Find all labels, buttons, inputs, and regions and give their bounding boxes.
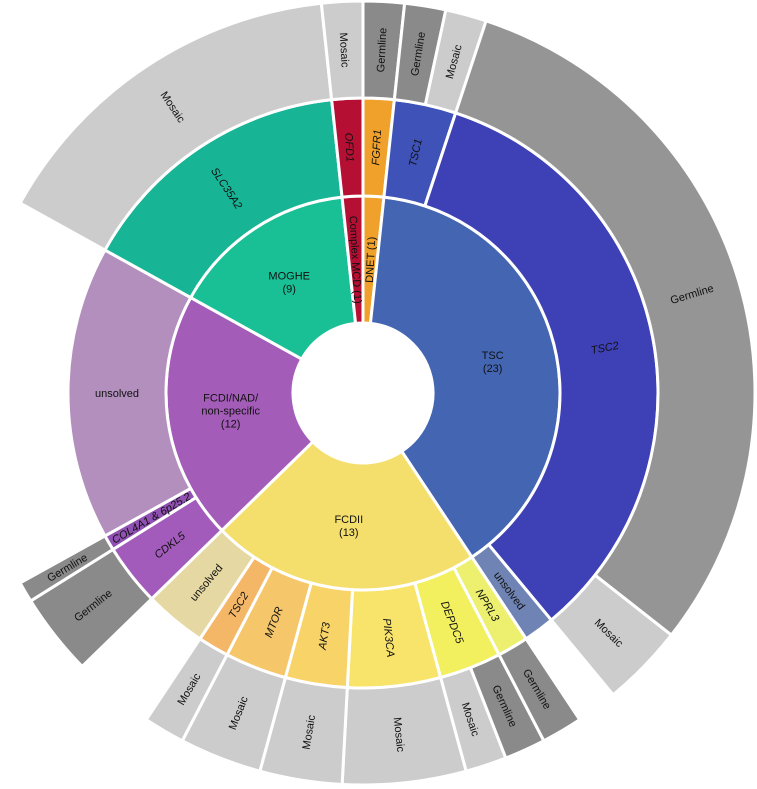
- diagnosis-label-moghe-9: MOGHE (9): [268, 270, 310, 295]
- variant-segment-mosaic: [319, 0, 365, 102]
- gene-label-tsc2: TSC2: [590, 340, 620, 357]
- variant-label-germline: Germline: [375, 27, 389, 72]
- variant-label-mosaic: Mosaic: [301, 714, 318, 751]
- diagnosis-label-fcdi-nad-non-specific-12: FCDI/NAD/non-specific (12): [201, 393, 260, 431]
- variant-segment-germline: [454, 19, 757, 637]
- variant-segment-mosaic: [144, 637, 229, 743]
- diagnosis-label-fcdii-13: FCDII (13): [334, 514, 363, 539]
- gene-label-fgfr1: FGFR1: [370, 129, 384, 166]
- gene-label-tsc1: TSC1: [407, 138, 425, 168]
- variant-segment-mosaic: [549, 573, 673, 697]
- variant-segment-germline: [18, 534, 115, 603]
- ring-variant: Germline Germline MosaicGermlineMosaicGerm…: [18, 0, 757, 787]
- diagnosis-label-tsc-23: TSC (23): [482, 350, 504, 375]
- ring-gene: FGFR1 TSC1TSC2unsolvedNPRL3DEPDC5PIK3CAAK…: [66, 96, 660, 690]
- gene-label-ofd1: OFD1: [342, 132, 356, 162]
- gene-label-pik3ca: PIK3CA: [380, 618, 396, 658]
- center-hole: [293, 323, 433, 463]
- variant-label-mosaic: Mosaic: [391, 717, 407, 753]
- gene-label-akt3: AKT3: [317, 621, 334, 652]
- diagnosis-label-complex-mcd-1: Complex MCD (1): [347, 215, 364, 304]
- gene-label-unsolved: unsolved: [95, 388, 139, 400]
- variant-label-mosaic: Mosaic: [337, 32, 351, 68]
